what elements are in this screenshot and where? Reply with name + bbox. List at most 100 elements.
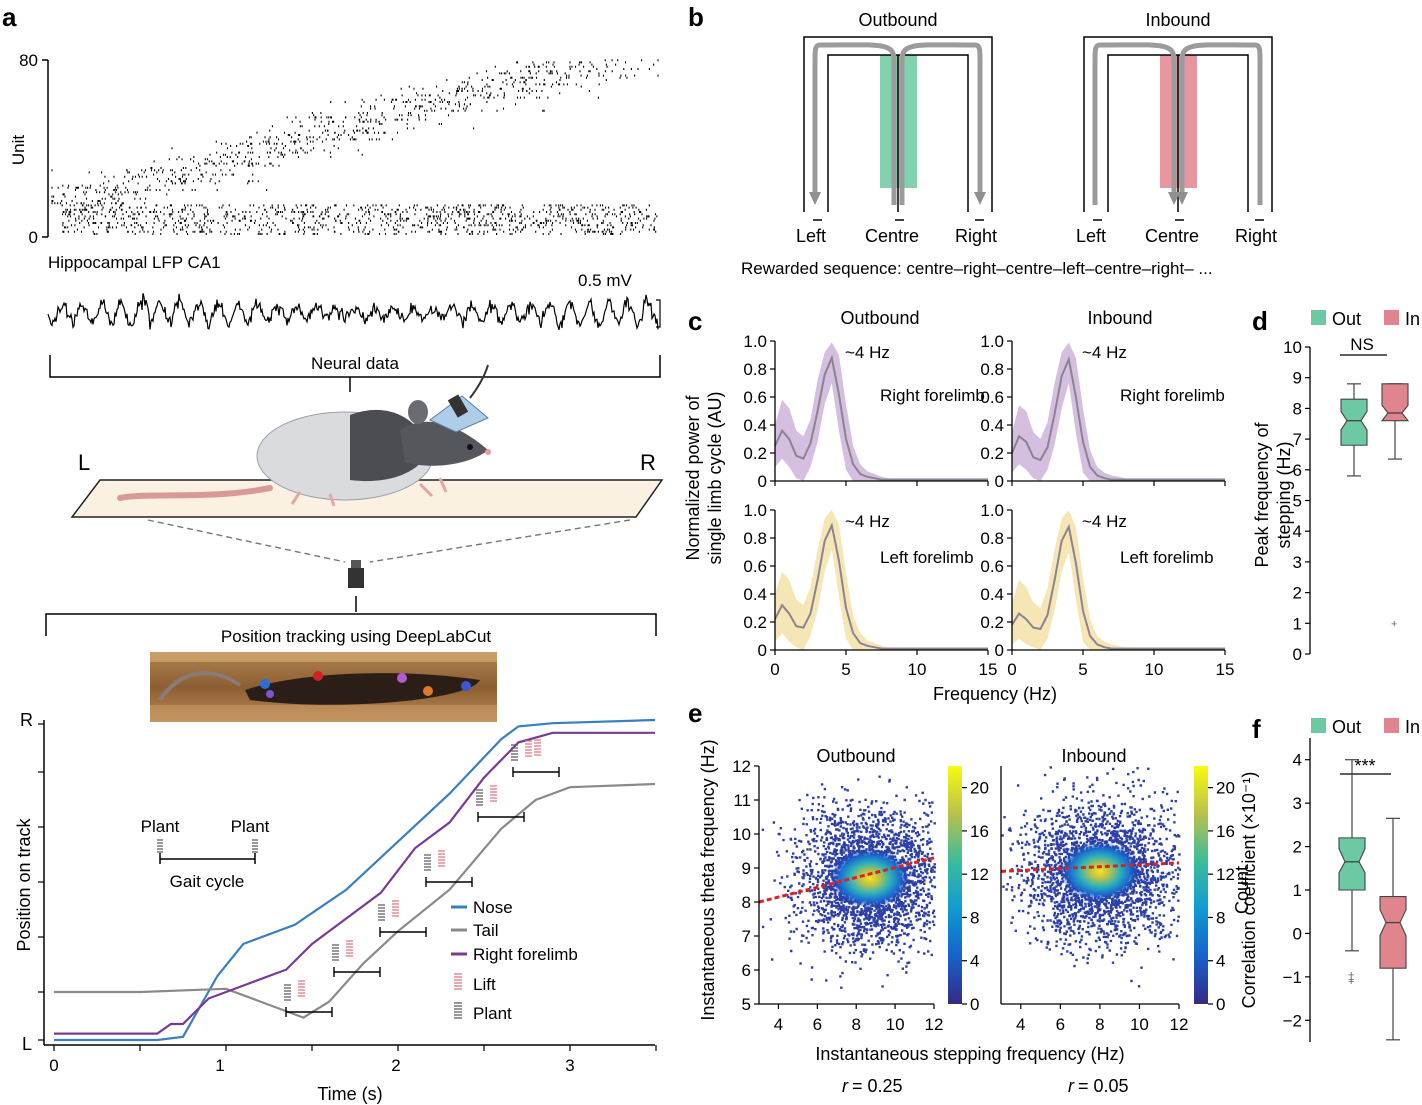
x-tick-label: 5 — [1078, 660, 1087, 679]
e-r-value-inbound: = 0.05 — [1078, 1076, 1129, 1096]
step-marker — [511, 740, 560, 777]
legend-nose: Nose — [473, 898, 513, 917]
colorbar-tick-label: 20 — [970, 779, 989, 798]
panel-d: d Out In Peak frequency of stepping (Hz)… — [1252, 306, 1420, 664]
x-tick-label: 12 — [1170, 1015, 1189, 1034]
y-tick-label: 9 — [742, 859, 751, 878]
panel-e: e Outbound Inbound Instantaneous theta f… — [688, 698, 1252, 1096]
x-tick-label: 8 — [1095, 1015, 1104, 1034]
arm-centre-outbound: Centre — [865, 226, 919, 246]
mean-line — [774, 354, 988, 481]
lfp-trace — [47, 293, 659, 330]
y-tick-label: 0.8 — [743, 529, 767, 548]
y-tick-label: 5 — [1293, 492, 1302, 511]
d-legend-out: Out — [1332, 309, 1361, 329]
tracking-label: Position tracking using DeepLabCut — [221, 627, 492, 646]
colorbar-tick-label: 8 — [970, 908, 979, 927]
x-tick-label: 6 — [813, 1015, 822, 1034]
box-out — [1340, 383, 1368, 477]
d-legend-in: In — [1405, 309, 1420, 329]
f-significance: *** — [1354, 756, 1375, 776]
position-legend: Nose Tail Right forelimb Lift Plant — [451, 898, 578, 1023]
e-title-outbound: Outbound — [816, 746, 895, 766]
y-tick-label: 12 — [732, 757, 751, 776]
x-tick-label: 15 — [1216, 660, 1235, 679]
y-tick-label: 0.8 — [980, 360, 1004, 379]
neural-data-label: Neural data — [311, 354, 399, 373]
y-tick-label: 1.0 — [980, 332, 1004, 351]
panel-letter-d: d — [1252, 306, 1268, 336]
gait-cycle-label: Gait cycle — [170, 872, 245, 891]
x-tick-label: 8 — [851, 1015, 860, 1034]
e-r-outbound: r = 0.25 — [842, 1076, 903, 1096]
e-r-value-outbound: = 0.25 — [852, 1076, 903, 1096]
gait-plant-left: Plant — [141, 817, 180, 836]
fit-line — [758, 856, 935, 904]
y-tick-label: 0.8 — [743, 360, 767, 379]
spectrum-subplot: 0 0.2 0.4 0.6 0.8 1.0 0 5 10 15 ~4 Hz Left forelimb — [743, 501, 997, 679]
y-tick-label: 11 — [733, 791, 751, 810]
f-legend-out-swatch — [1311, 718, 1326, 733]
series-right-forelimb — [54, 731, 655, 1035]
arm-right-inbound: Right — [1235, 226, 1277, 246]
box-in — [1379, 817, 1407, 1041]
maze-outbound — [803, 36, 993, 221]
y-tick-label: 1 — [1293, 881, 1302, 900]
limb-label: Right forelimb — [1120, 386, 1225, 405]
panel-letter-a: a — [2, 2, 17, 32]
maze-title-outbound: Outbound — [858, 10, 937, 30]
gait-plant-right: Plant — [231, 817, 270, 836]
colorbar-tick-label: 20 — [1216, 779, 1235, 798]
heatmap-outbound: 4 6 8 10 12 5 6 7 8 9 10 11 12 0 4 8 12 16 20 — [732, 757, 989, 1034]
rewarded-sequence-caption: Rewarded sequence: centre–right–centre–l… — [741, 259, 1213, 278]
peak-label: ~4 Hz — [845, 512, 890, 531]
y-tick-label: 0 — [1293, 924, 1302, 943]
y-tick-label: 5 — [742, 995, 751, 1014]
box-body — [1340, 398, 1368, 446]
f-legend-out: Out — [1332, 717, 1361, 737]
e-cbar-label: Count — [1232, 866, 1252, 914]
mean-line — [774, 522, 988, 650]
y-tick-label: 7 — [1293, 430, 1302, 449]
y-tick-label: 0.6 — [743, 557, 767, 576]
peak-label: ~4 Hz — [1082, 512, 1127, 531]
mean-line — [1011, 523, 1225, 650]
c-ylabel-line2: single limb cycle (AU) — [705, 391, 725, 564]
colorbar — [948, 766, 962, 1004]
neural-data-bracket — [49, 355, 661, 392]
step-marker — [378, 900, 427, 937]
step-marker — [284, 980, 333, 1017]
x-tick-label: 0 — [770, 660, 779, 679]
panel-letter-b: b — [688, 2, 704, 32]
legend-tail: Tail — [473, 921, 499, 940]
y-tick-label: 0.6 — [743, 388, 767, 407]
position-xtick-2: 2 — [391, 1056, 400, 1075]
x-tick-label: 10 — [886, 1015, 905, 1034]
box-body — [1380, 383, 1410, 422]
y-tick-label: 1.0 — [980, 501, 1004, 520]
y-tick-label: 1 — [1293, 614, 1302, 633]
position-xtick-1: 1 — [215, 1056, 224, 1075]
panel-a: a 80 0 Unit Hippocampal LFP CA1 0.5 mV N… — [2, 2, 664, 1104]
y-tick-label: −1 — [1283, 968, 1302, 987]
panel-f: f Out In Correlation coefficient (×10⁻¹)… — [1239, 714, 1420, 1042]
lfp-scale-label: 0.5 mV — [578, 271, 633, 290]
y-tick-label: 0 — [1293, 645, 1302, 664]
limb-label: Left forelimb — [1120, 548, 1214, 567]
panel-letter-e: e — [688, 698, 702, 728]
y-tick-label: 4 — [1293, 751, 1302, 770]
outlier: + — [1391, 618, 1397, 630]
x-tick-label: 4 — [1016, 1015, 1025, 1034]
y-tick-label: 2 — [1293, 584, 1302, 603]
spectrum-subplot: 0 0.2 0.4 0.6 0.8 1.0 ~4 Hz Right forelimb — [743, 332, 989, 491]
x-tick-label: 12 — [925, 1015, 944, 1034]
camera-icon — [147, 519, 631, 612]
limb-label: Right forelimb — [880, 386, 985, 405]
e-r-symbol-outbound: r — [842, 1076, 849, 1096]
y-tick-label: 3 — [1293, 794, 1302, 813]
position-xlabel: Time (s) — [317, 1084, 382, 1104]
f-ylabel: Correlation coefficient (×10⁻¹) — [1239, 772, 1259, 1009]
maze-inbound — [1083, 36, 1273, 221]
spectrum-subplot: 0 0.2 0.4 0.6 0.8 1.0 ~4 Hz Right forelimb — [980, 332, 1226, 491]
arm-right-outbound: Right — [955, 226, 997, 246]
